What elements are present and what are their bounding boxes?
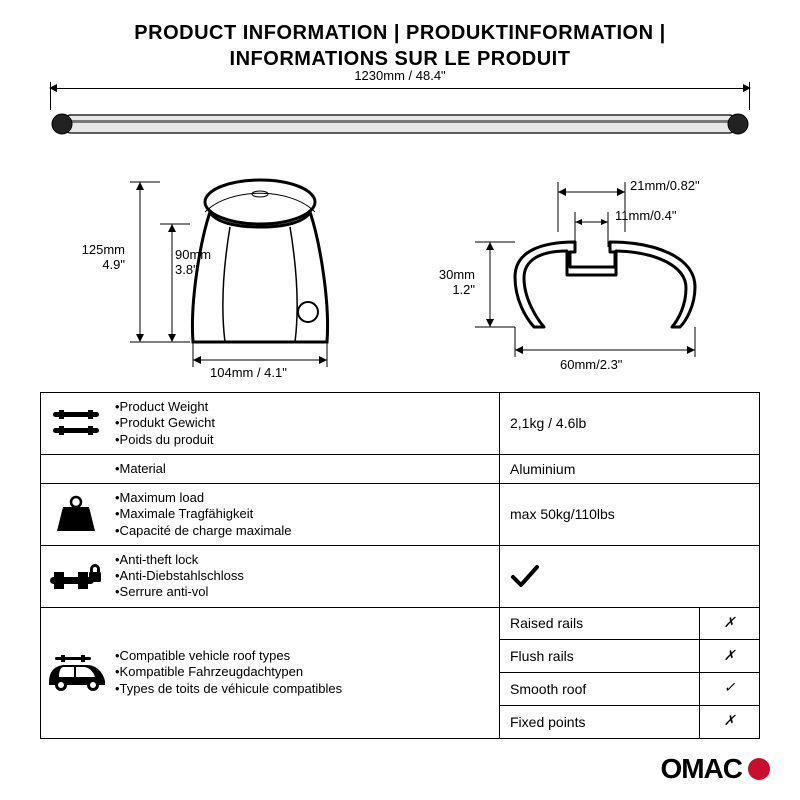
foot-outer-h-label: 125mm 4.9" [60,242,125,272]
title-line-1: PRODUCT INFORMATION | PRODUKTINFORMATION… [40,20,760,46]
lock-label-fr: •Serrure anti-vol [115,584,495,600]
foot-width-label: 104mm / 4.1" [210,365,287,380]
compat-label-en: •Compatible vehicle roof types [115,648,495,664]
weight-label-de: •Produkt Gewicht [115,415,495,431]
compat-label-fr: •Types de toits de véhicule compatibles [115,681,495,697]
profile-slot-label: 11mm/0.4" [615,208,676,223]
foot-inner-h-label: 90mm 3.8" [175,247,211,277]
spec-row-weight: •Product Weight •Produkt Gewicht •Poids … [41,393,759,455]
load-label-de: •Maximale Tragfähigkeit [115,506,495,522]
material-icon [41,455,111,483]
spec-table: •Product Weight •Produkt Gewicht •Poids … [40,392,760,739]
material-value: Aluminium [499,455,759,483]
material-label: •Material [115,461,495,477]
spec-row-compat: •Compatible vehicle roof types •Kompatib… [41,608,759,738]
profile-diagram: 21mm/0.82" 11mm/0.4" 30mm 1.2" 60mm/2.3" [420,172,740,382]
lock-value [499,546,759,607]
lock-icon [41,546,111,607]
foot-diagram: 125mm 4.9" 90mm 3.8" 104mm / 4.1" [60,172,380,382]
page-title: PRODUCT INFORMATION | PRODUKTINFORMATION… [40,20,760,72]
brand-dot [748,758,770,780]
compat-flush: Flush rails ✗ [500,640,759,673]
bars-icon [41,393,111,454]
load-value: max 50kg/110lbs [499,484,759,545]
foot-svg [60,172,380,382]
compat-label-de: •Kompatible Fahrzeugdachtypen [115,664,495,680]
bar-length-label: 1230mm / 48.4" [354,68,445,83]
brand-logo: OMAC [660,753,770,785]
weight-label-fr: •Poids du produit [115,432,495,448]
profile-h-label: 30mm 1.2" [420,267,475,297]
compat-subrows: Raised rails ✗ Flush rails ✗ Smooth roof… [499,608,759,738]
spec-row-lock: •Anti-theft lock •Anti-Diebstahlschloss … [41,546,759,608]
compat-smooth: Smooth roof ✓ [500,673,759,706]
weight-value: 2,1kg / 4.6lb [499,393,759,454]
profile-w-label: 60mm/2.3" [560,357,622,372]
bar-diagram: 1230mm / 48.4" [50,82,750,152]
diagrams-panel: 1230mm / 48.4" [40,82,760,382]
compat-fixed: Fixed points ✗ [500,706,759,738]
spec-row-material: •Material Aluminium [41,455,759,484]
car-icon [41,608,111,738]
lock-label-en: •Anti-theft lock [115,552,495,568]
brand-text: OMAC [660,753,742,785]
weight-label-en: •Product Weight [115,399,495,415]
weight-icon [41,484,111,545]
spec-row-load: •Maximum load •Maximale Tragfähigkeit •C… [41,484,759,546]
compat-raised: Raised rails ✗ [500,608,759,641]
profile-topw-label: 21mm/0.82" [630,178,700,193]
load-label-en: •Maximum load [115,490,495,506]
bar-svg [50,112,750,136]
check-icon [510,563,540,589]
lock-label-de: •Anti-Diebstahlschloss [115,568,495,584]
load-label-fr: •Capacité de charge maximale [115,523,495,539]
